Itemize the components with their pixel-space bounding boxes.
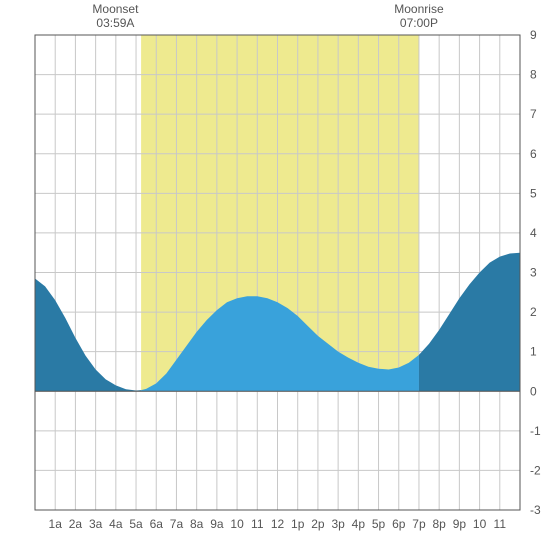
x-tick-label: 9a bbox=[210, 517, 224, 531]
moonrise-title: Moonrise bbox=[389, 2, 449, 16]
x-tick-label: 8a bbox=[190, 517, 204, 531]
y-tick-label: 5 bbox=[530, 186, 537, 200]
chart-svg: 1a2a3a4a5a6a7a8a9a1011121p2p3p4p5p6p7p8p… bbox=[0, 0, 550, 550]
x-tick-label: 2a bbox=[69, 517, 83, 531]
x-tick-label: 8p bbox=[432, 517, 446, 531]
x-tick-label: 3p bbox=[331, 517, 345, 531]
x-tick-label: 3a bbox=[89, 517, 103, 531]
y-tick-label: 3 bbox=[530, 266, 537, 280]
x-tick-label: 7p bbox=[412, 517, 426, 531]
moonset-title: Moonset bbox=[85, 2, 145, 16]
y-tick-label: 8 bbox=[530, 68, 537, 82]
y-tick-label: -2 bbox=[530, 463, 541, 477]
x-tick-label: 7a bbox=[170, 517, 184, 531]
x-tick-label: 11 bbox=[494, 517, 507, 531]
y-tick-label: 9 bbox=[530, 28, 537, 42]
x-tick-label: 1a bbox=[49, 517, 63, 531]
moonset-label: Moonset 03:59A bbox=[85, 2, 145, 31]
tide-chart: Moonset 03:59A Moonrise 07:00P 1a 2a 3a 4a 5… bbox=[0, 0, 550, 550]
x-tick-label: 9p bbox=[453, 517, 467, 531]
x-tick-label: 2p bbox=[311, 517, 325, 531]
moonset-time: 03:59A bbox=[85, 16, 145, 30]
y-tick-label: -3 bbox=[530, 503, 541, 517]
y-tick-label: 1 bbox=[530, 345, 537, 359]
moonrise-label: Moonrise 07:00P bbox=[389, 2, 449, 31]
x-tick-label: 5p bbox=[372, 517, 386, 531]
x-tick-label: 10 bbox=[230, 517, 244, 531]
y-tick-label: 0 bbox=[530, 384, 537, 398]
y-tick-label: -1 bbox=[530, 424, 541, 438]
x-tick-label: 5a bbox=[129, 517, 143, 531]
x-tick-label: 4a bbox=[109, 517, 123, 531]
x-tick-label: 1p bbox=[291, 517, 305, 531]
y-tick-label: 7 bbox=[530, 107, 537, 121]
x-tick-label: 11 bbox=[251, 517, 264, 531]
x-axis-labels: 1a 2a 3a 4a 5a 6a 7a 8a 9a 10 11 12 1p 2p 3p 4p 5p 6p 7p 8p… bbox=[49, 517, 507, 531]
moonrise-time: 07:00P bbox=[389, 16, 449, 30]
x-tick-label: 4p bbox=[352, 517, 366, 531]
y-tick-label: 6 bbox=[530, 147, 537, 161]
x-tick-label: 12 bbox=[271, 517, 285, 531]
x-tick-label: 10 bbox=[473, 517, 487, 531]
x-tick-label: 6p bbox=[392, 517, 406, 531]
y-tick-label: 2 bbox=[530, 305, 537, 319]
x-tick-label: 6a bbox=[150, 517, 164, 531]
y-axis-labels: -3 -2 -1 0 1 2 3 4 5 6 7 8 9 bbox=[530, 28, 541, 517]
y-tick-label: 4 bbox=[530, 226, 537, 240]
